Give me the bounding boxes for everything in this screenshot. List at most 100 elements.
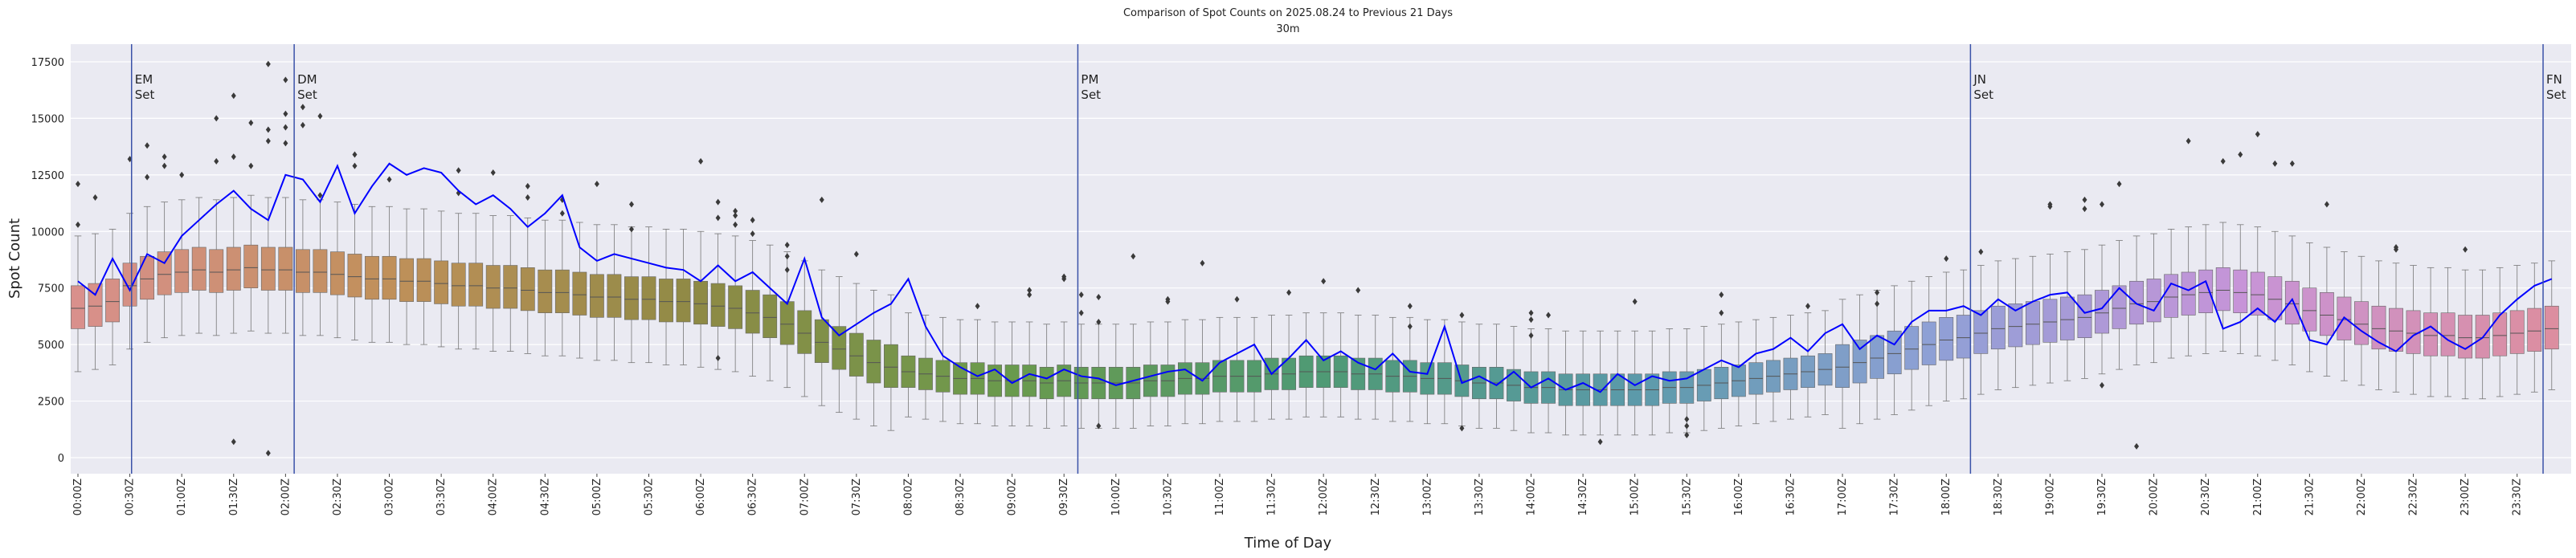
box bbox=[1939, 317, 1954, 361]
outlier bbox=[525, 182, 530, 189]
x-tick-label: 22:00Z bbox=[2356, 479, 2368, 515]
outlier bbox=[2082, 196, 2087, 203]
box bbox=[2008, 303, 2023, 348]
outlier bbox=[1286, 289, 1292, 296]
box bbox=[2042, 299, 2058, 343]
box bbox=[624, 276, 639, 320]
event-label: Set bbox=[135, 88, 155, 102]
x-tick-label: 01:30Z bbox=[228, 479, 240, 515]
box bbox=[2440, 312, 2455, 356]
x-tick-label: 21:00Z bbox=[2252, 479, 2264, 515]
outlier bbox=[733, 207, 738, 214]
outlier bbox=[853, 250, 859, 258]
x-tick-label: 06:00Z bbox=[695, 479, 707, 515]
box bbox=[2077, 294, 2092, 338]
outlier bbox=[2272, 160, 2278, 167]
outlier bbox=[317, 112, 323, 120]
x-tick-label: 12:30Z bbox=[1370, 479, 1382, 515]
outlier bbox=[2220, 157, 2226, 165]
outlier bbox=[1719, 309, 1724, 316]
box bbox=[278, 246, 293, 291]
outlier bbox=[1078, 291, 1084, 299]
box bbox=[2509, 310, 2525, 354]
box bbox=[2095, 290, 2109, 334]
outlier bbox=[1459, 425, 1465, 432]
y-tick-label: 17500 bbox=[31, 57, 64, 69]
outlier bbox=[1131, 253, 1136, 260]
outlier bbox=[1096, 422, 1102, 430]
outlier bbox=[1355, 287, 1361, 294]
outlier bbox=[248, 162, 254, 169]
outlier bbox=[1944, 255, 1949, 263]
trend-line bbox=[77, 162, 2553, 393]
box bbox=[607, 274, 622, 318]
outlier bbox=[248, 120, 254, 127]
box bbox=[641, 276, 656, 320]
box bbox=[2389, 308, 2403, 352]
box bbox=[2371, 305, 2386, 350]
box bbox=[416, 258, 431, 302]
event-label: Set bbox=[1973, 88, 1993, 102]
outlier bbox=[698, 157, 704, 165]
outlier bbox=[784, 242, 790, 249]
box bbox=[2527, 308, 2542, 352]
x-tick-label: 10:30Z bbox=[1162, 479, 1174, 515]
x-tick-label: 18:00Z bbox=[1940, 479, 1952, 515]
box bbox=[797, 310, 812, 354]
x-tick-label: 05:30Z bbox=[643, 479, 655, 515]
x-tick-label: 12:00Z bbox=[1318, 479, 1330, 515]
box bbox=[763, 294, 778, 338]
event-label: Set bbox=[1081, 88, 1101, 102]
x-tick-label: 10:00Z bbox=[1110, 479, 1122, 515]
x-tick-label: 04:00Z bbox=[488, 479, 500, 515]
outlier bbox=[145, 142, 150, 149]
box bbox=[2181, 271, 2196, 316]
x-tick-label: 09:30Z bbox=[1058, 479, 1070, 515]
outlier bbox=[1528, 316, 1534, 324]
x-tick-label: 03:30Z bbox=[435, 479, 448, 515]
y-tick-label: 2500 bbox=[38, 397, 64, 409]
box bbox=[2233, 269, 2248, 313]
event-label: PM bbox=[1081, 72, 1098, 87]
x-tick-label: 14:00Z bbox=[1526, 479, 1538, 515]
box bbox=[2544, 305, 2559, 350]
x-tick-label: 17:30Z bbox=[1889, 479, 1901, 515]
x-tick-label: 04:30Z bbox=[539, 479, 551, 515]
outlier bbox=[715, 214, 721, 222]
outlier bbox=[1061, 275, 1067, 283]
outlier bbox=[1321, 278, 1327, 285]
box bbox=[589, 274, 604, 318]
outlier bbox=[1096, 318, 1102, 325]
outlier bbox=[594, 181, 599, 188]
x-tick-label: 17:00Z bbox=[1837, 479, 1849, 515]
x-tick-label: 11:00Z bbox=[1214, 479, 1226, 515]
y-tick-label: 15000 bbox=[31, 113, 64, 125]
box bbox=[2112, 285, 2127, 329]
box bbox=[88, 283, 103, 327]
x-tick-label: 00:30Z bbox=[125, 479, 137, 515]
y-tick-label: 0 bbox=[58, 453, 64, 465]
box bbox=[676, 279, 691, 323]
box bbox=[779, 301, 795, 345]
box bbox=[1973, 310, 1989, 354]
outlier bbox=[1407, 323, 1413, 330]
outlier bbox=[162, 153, 167, 161]
outlier bbox=[490, 169, 496, 177]
outlier bbox=[214, 157, 219, 165]
x-tick-label: 15:30Z bbox=[1681, 479, 1693, 515]
outlier bbox=[2116, 181, 2122, 188]
box bbox=[1904, 326, 1920, 370]
y-tick-label: 7500 bbox=[38, 283, 64, 295]
outlier bbox=[1165, 298, 1171, 305]
outlier bbox=[2082, 206, 2087, 213]
outlier bbox=[750, 230, 755, 238]
outlier bbox=[1096, 293, 1102, 300]
outlier bbox=[386, 176, 392, 183]
box bbox=[2198, 269, 2214, 313]
outlier bbox=[265, 450, 271, 457]
box bbox=[2129, 280, 2144, 325]
box bbox=[2025, 301, 2040, 345]
outlier bbox=[559, 210, 565, 217]
box bbox=[347, 254, 362, 298]
